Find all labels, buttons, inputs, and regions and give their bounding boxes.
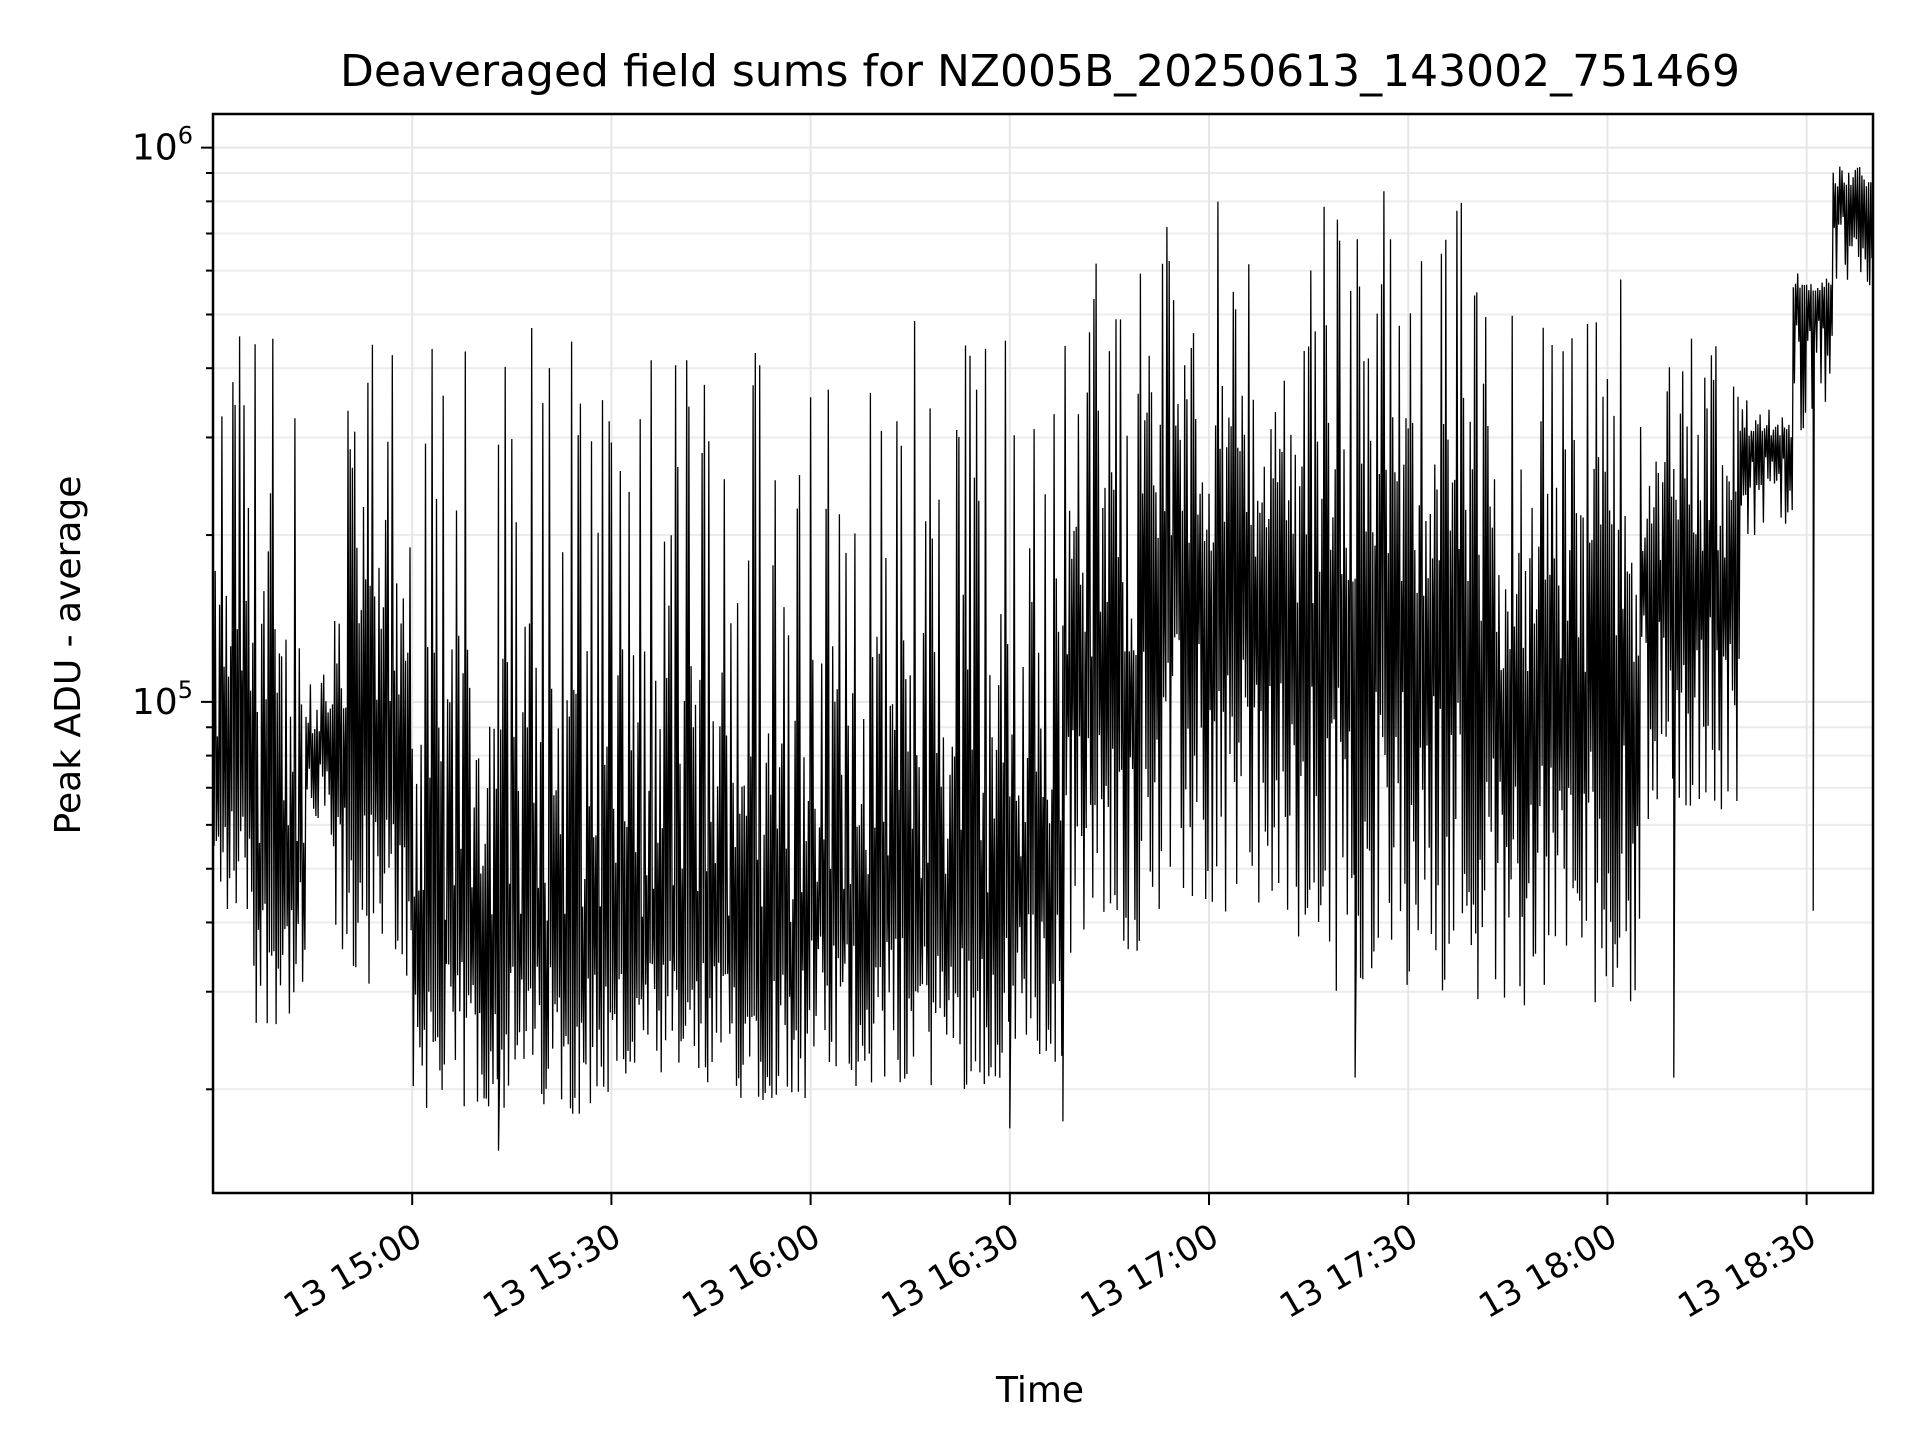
chart-title: Deaveraged field sums for NZ005B_2025061…	[340, 46, 1740, 97]
series-line	[212, 166, 1873, 1151]
y-tick-label: 105	[132, 676, 193, 723]
y-axis-label: Peak ADU - average	[48, 476, 89, 835]
y-axis: 105 106	[132, 122, 213, 1091]
axes-frame	[211, 112, 1875, 1195]
y-tick-label: 106	[132, 122, 193, 169]
plot-area	[212, 166, 1873, 1151]
x-axis-label: Time	[995, 1370, 1084, 1411]
